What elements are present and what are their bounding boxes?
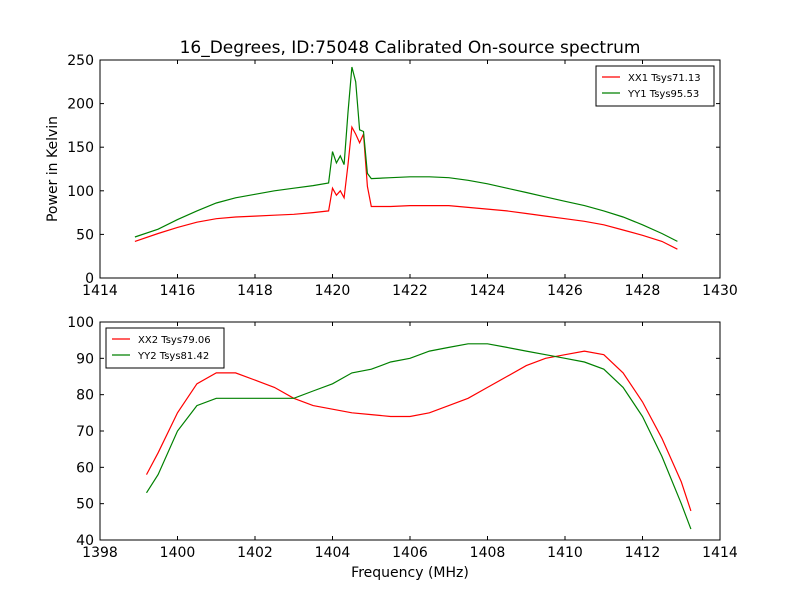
y-tick-label: 60 <box>76 460 94 476</box>
legend-bottom: XX2 Tsys79.06 YY2 Tsys81.42 <box>105 327 225 369</box>
chart-top: 16_Degrees, ID:75048 Calibrated On-sourc… <box>45 38 738 299</box>
chart-bottom: Frequency (MHz) 1398 1400 1402 1404 1406 1408… <box>67 315 738 581</box>
series-line-bottom-2 <box>145 343 692 530</box>
plot-area-bottom: 1398 1400 1402 1404 1406 1408 1410 1412 1414 40 50… <box>67 315 738 561</box>
y-tick-label: 0 <box>85 271 94 287</box>
legend-label: YY1 Tsys95.53 <box>627 89 699 100</box>
x-tick-label: 1402 <box>237 545 273 561</box>
x-tick-label: 1422 <box>392 283 428 299</box>
x-tick-label: 1406 <box>392 545 428 561</box>
y-tick-label: 250 <box>67 53 94 69</box>
series-line-top-1 <box>134 125 678 250</box>
series-line-top-2 <box>134 66 678 242</box>
chart-title: 16_Degrees, ID:75048 Calibrated On-sourc… <box>180 38 641 58</box>
x-axis-label-bottom: Frequency (MHz) <box>351 565 469 581</box>
x-tick-label: 1430 <box>702 283 738 299</box>
x-tick-label: 1414 <box>82 283 118 299</box>
x-tick-label: 1410 <box>547 545 583 561</box>
x-tick-label: 1416 <box>160 283 196 299</box>
plot-area-top: 1414 1416 1418 1420 1422 1424 1426 1428 1430 0 50 1… <box>67 53 738 299</box>
x-tick-label: 1400 <box>160 545 196 561</box>
x-tick-label: 1414 <box>702 545 738 561</box>
x-tick-label: 1398 <box>82 545 118 561</box>
x-tick-label: 1408 <box>470 545 506 561</box>
legend-top: XX1 Tsys71.13 YY1 Tsys95.53 <box>595 65 715 107</box>
x-tick-label: 1404 <box>315 545 351 561</box>
x-tick-label: 1420 <box>315 283 351 299</box>
y-tick-label: 70 <box>76 424 94 440</box>
legend-box <box>595 65 715 107</box>
x-tick-label: 1418 <box>237 283 273 299</box>
y-tick-label: 50 <box>76 497 94 513</box>
legend-label: XX1 Tsys71.13 <box>628 73 701 84</box>
x-tick-label: 1426 <box>547 283 583 299</box>
x-tick-label: 1424 <box>470 283 506 299</box>
x-tick-label: 1428 <box>625 283 661 299</box>
legend-box <box>105 327 225 369</box>
y-tick-label: 40 <box>76 533 94 549</box>
y-tick-label: 90 <box>76 351 94 367</box>
legend-label: YY2 Tsys81.42 <box>137 351 209 362</box>
y-axis-label-top: Power in Kelvin <box>45 116 61 222</box>
y-tick-label: 100 <box>67 315 94 331</box>
y-tick-label: 100 <box>67 184 94 200</box>
x-tick-label: 1412 <box>625 545 661 561</box>
series-line-bottom-1 <box>145 350 692 512</box>
y-tick-label: 200 <box>67 97 94 113</box>
y-tick-label: 50 <box>76 227 94 243</box>
y-tick-label: 80 <box>76 388 94 404</box>
y-tick-label: 150 <box>67 140 94 156</box>
legend-label: XX2 Tsys79.06 <box>138 335 211 346</box>
